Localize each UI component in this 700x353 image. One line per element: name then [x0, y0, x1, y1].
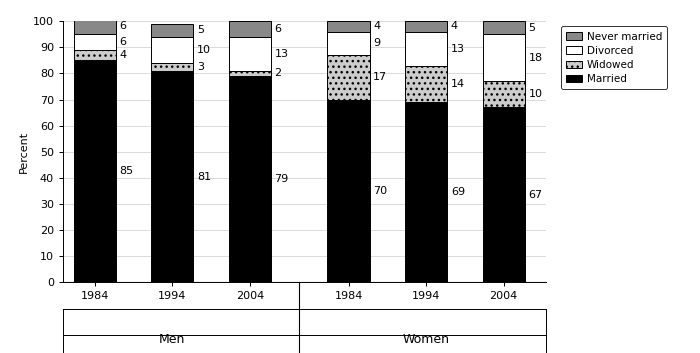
Bar [482, 34, 525, 81]
Text: 69: 69 [451, 187, 465, 197]
Text: 6: 6 [274, 24, 281, 34]
Bar [74, 34, 116, 50]
Bar [151, 24, 193, 37]
Bar [482, 81, 525, 107]
Bar [405, 21, 447, 32]
Text: 10: 10 [197, 45, 211, 55]
Bar [229, 76, 271, 282]
Text: 13: 13 [451, 44, 465, 54]
Text: 85: 85 [120, 166, 134, 176]
Legend: Never married, Divorced, Widowed, Married: Never married, Divorced, Widowed, Marrie… [561, 26, 668, 89]
Bar [151, 37, 193, 63]
Bar [74, 19, 116, 34]
Text: 6: 6 [120, 22, 127, 31]
Text: 4: 4 [451, 22, 458, 31]
Text: 6: 6 [120, 37, 127, 47]
Text: 4: 4 [373, 22, 380, 31]
Text: 5: 5 [528, 23, 536, 33]
Bar [405, 32, 447, 66]
Bar [482, 107, 525, 282]
Bar [328, 21, 370, 32]
Bar [229, 37, 271, 71]
Text: 81: 81 [197, 172, 211, 181]
Text: 79: 79 [274, 174, 289, 184]
Bar [74, 60, 116, 282]
Text: 18: 18 [528, 53, 542, 63]
Text: Women: Women [402, 333, 449, 346]
Text: 5: 5 [197, 25, 204, 35]
Text: 17: 17 [373, 72, 387, 82]
Text: 9: 9 [373, 38, 380, 48]
Y-axis label: Percent: Percent [19, 131, 29, 173]
Bar [229, 71, 271, 76]
Text: 3: 3 [197, 62, 204, 72]
Text: 67: 67 [528, 190, 542, 200]
Text: 10: 10 [528, 89, 542, 99]
Bar [482, 21, 525, 34]
Bar [405, 102, 447, 282]
Bar [328, 100, 370, 282]
Bar [405, 66, 447, 102]
Text: 2: 2 [274, 68, 281, 78]
Bar [328, 55, 370, 100]
Text: 70: 70 [373, 186, 387, 196]
Text: 13: 13 [274, 49, 288, 59]
Text: Men: Men [159, 333, 186, 346]
Bar [74, 50, 116, 60]
Bar [229, 21, 271, 37]
Bar [151, 71, 193, 282]
Text: 14: 14 [451, 79, 465, 89]
Bar [151, 63, 193, 71]
Text: 4: 4 [120, 50, 127, 60]
Bar [328, 32, 370, 55]
